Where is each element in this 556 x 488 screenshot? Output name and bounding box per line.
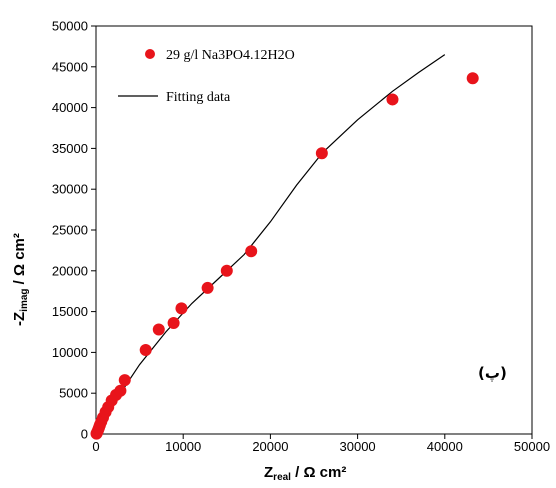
y-tick-label: 40000: [52, 100, 88, 115]
axis-ticks: [91, 25, 533, 439]
data-point: [315, 147, 328, 160]
y-tick-label: 10000: [52, 345, 88, 360]
y-tick-label: 45000: [52, 59, 88, 74]
y-tick-label: 50000: [52, 19, 88, 34]
legend-label-line: Fitting data: [166, 90, 231, 105]
x-axis-title-main: Z: [264, 464, 273, 481]
tick-labels: 0 10000 20000 30000 40000 50000 0 5000 10000 1500…: [52, 19, 550, 455]
x-tick-label: 20000: [252, 439, 288, 454]
data-point: [152, 323, 165, 336]
data-point: [175, 302, 188, 315]
x-axis-title: Zreal / Ω cm²: [264, 464, 346, 483]
y-tick-label: 5000: [59, 386, 88, 401]
panel-label: (پ): [478, 364, 507, 382]
legend-marker: [145, 49, 155, 59]
y-tick-label: 0: [81, 427, 88, 442]
y-axis-title-sub: imag: [19, 288, 30, 311]
data-point: [118, 374, 131, 387]
plot-frame: [95, 25, 533, 435]
data-point: [220, 264, 233, 277]
fitting-line: [95, 54, 446, 435]
data-point: [114, 384, 127, 397]
y-tick-label: 15000: [52, 304, 88, 319]
data-point: [139, 343, 152, 356]
data-point: [167, 317, 180, 330]
y-tick-label: 30000: [52, 182, 88, 197]
y-axis-title-prefix: -Z: [11, 312, 28, 326]
x-tick-label: 40000: [427, 439, 463, 454]
y-axis-title-unit: / Ω cm²: [11, 233, 28, 288]
data-point: [466, 72, 479, 85]
y-tick-label: 35000: [52, 141, 88, 156]
x-axis-title-sub: real: [273, 472, 291, 483]
data-markers: [90, 72, 479, 440]
x-tick-label: 50000: [514, 439, 550, 454]
data-point: [245, 245, 258, 258]
legend-label-markers: 29 g/l Na3PO4.12H2O: [166, 48, 295, 63]
legend: 29 g/l Na3PO4.12H2O Fitting data: [118, 48, 295, 105]
y-axis-title: -Zimag / Ω cm²: [11, 233, 30, 326]
x-tick-label: 0: [92, 439, 99, 454]
x-tick-label: 10000: [165, 439, 201, 454]
x-tick-label: 30000: [340, 439, 376, 454]
data-point: [386, 93, 399, 106]
x-axis-title-unit: / Ω cm²: [291, 464, 346, 481]
y-tick-label: 20000: [52, 263, 88, 278]
data-point: [201, 281, 214, 294]
y-tick-label: 25000: [52, 223, 88, 238]
